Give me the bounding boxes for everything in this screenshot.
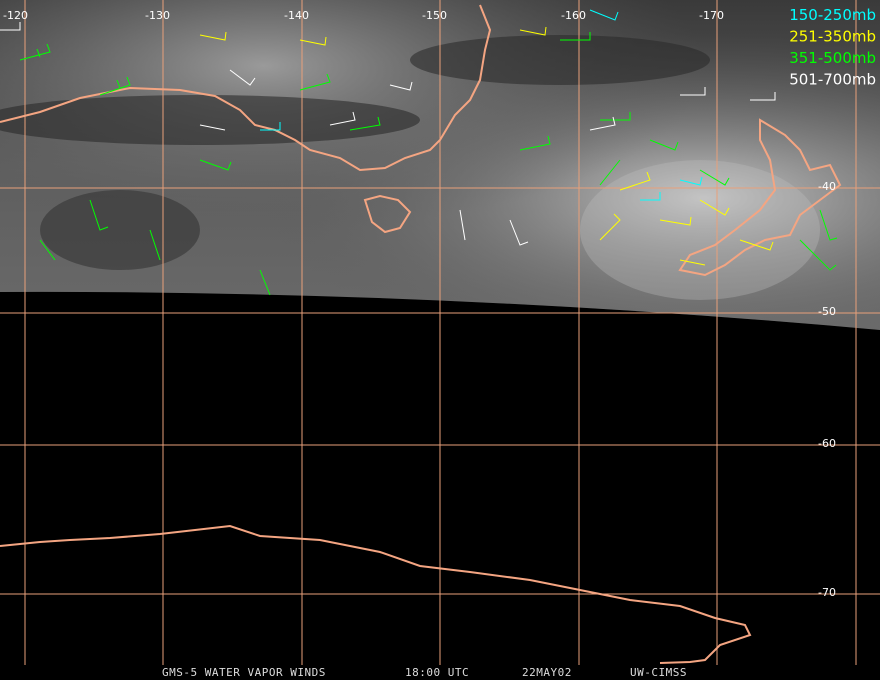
legend-entry: 501-700mb [789, 71, 876, 89]
latitude-label: -70 [818, 586, 836, 599]
grid [0, 0, 880, 665]
longitude-label: -170 [699, 9, 724, 22]
footer: GMS-5 WATER VAPOR WINDS 18:00 UTC 22MAY0… [162, 666, 687, 679]
legend-entry: 251-350mb [789, 28, 876, 46]
latitude-labels: -40 -50 -60 -70 [818, 180, 836, 599]
latitude-label: -60 [818, 437, 836, 450]
new-zealand-coast [678, 118, 842, 277]
legend: 150-250mb 251-350mb 351-500mb 501-700mb [789, 6, 876, 89]
footer-text: 22MAY02 [522, 666, 572, 679]
latitude-label: -50 [818, 305, 836, 318]
antarctica-coast [0, 524, 752, 664]
australia-coast [0, 4, 492, 172]
longitude-label: -160 [561, 9, 586, 22]
longitude-label: -120 [3, 9, 28, 22]
legend-entry: 150-250mb [789, 6, 876, 24]
latitude-label: -40 [818, 180, 836, 193]
longitude-label: -130 [145, 9, 170, 22]
longitude-label: -150 [422, 9, 447, 22]
legend-entry: 351-500mb [789, 49, 876, 67]
longitude-labels: -120 -130 -140 -150 -160 -170 [3, 9, 724, 22]
footer-text: 18:00 UTC [405, 666, 469, 679]
wind-barbs [0, 9, 838, 296]
footer-text: UW-CIMSS [630, 666, 687, 679]
tasmania-coast [363, 194, 412, 234]
longitude-label: -140 [284, 9, 309, 22]
coastlines [0, 4, 842, 664]
footer-text: GMS-5 WATER VAPOR WINDS [162, 666, 326, 679]
